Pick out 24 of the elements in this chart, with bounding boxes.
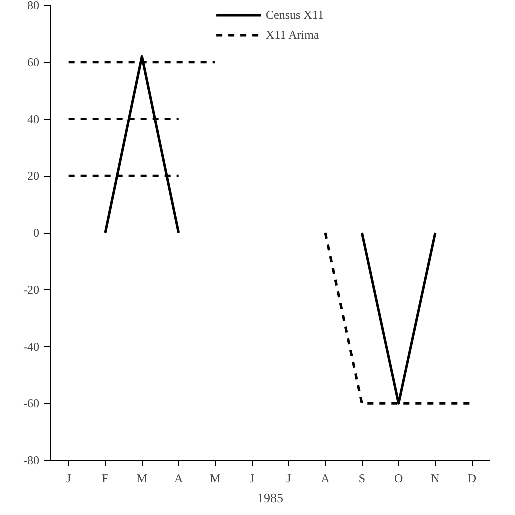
x-tick-label: D	[468, 472, 477, 486]
y-tick-label: 20	[28, 169, 40, 184]
y-tick-label: -40	[24, 340, 40, 354]
legend-label: X11 Arima	[266, 28, 320, 42]
x-tick-label: J	[66, 472, 72, 486]
y-tick-label: 60	[28, 55, 40, 70]
y-tick-label: -20	[24, 282, 40, 297]
x-axis-title: 1985	[258, 490, 284, 506]
x-tick-label: M	[210, 472, 222, 486]
y-tick-label: -80	[24, 454, 40, 468]
legend-label: Census X11	[266, 8, 324, 22]
x-tick-label: F	[102, 472, 110, 486]
x-tick-label: A	[321, 472, 330, 486]
x-tick-label: M	[136, 472, 148, 486]
x-tick-label: S	[358, 472, 366, 486]
y-tick-label: -60	[24, 396, 40, 411]
x-tick-label: A	[174, 472, 184, 486]
x-tick-label: J	[250, 472, 255, 486]
x-tick-label: N	[431, 472, 440, 486]
y-tick-label: 40	[28, 112, 40, 126]
y-tick-label: 80	[28, 0, 40, 12]
y-tick-label: 0	[34, 226, 40, 240]
x-tick-label: J	[286, 472, 292, 486]
x-tick-label: O	[394, 472, 404, 486]
